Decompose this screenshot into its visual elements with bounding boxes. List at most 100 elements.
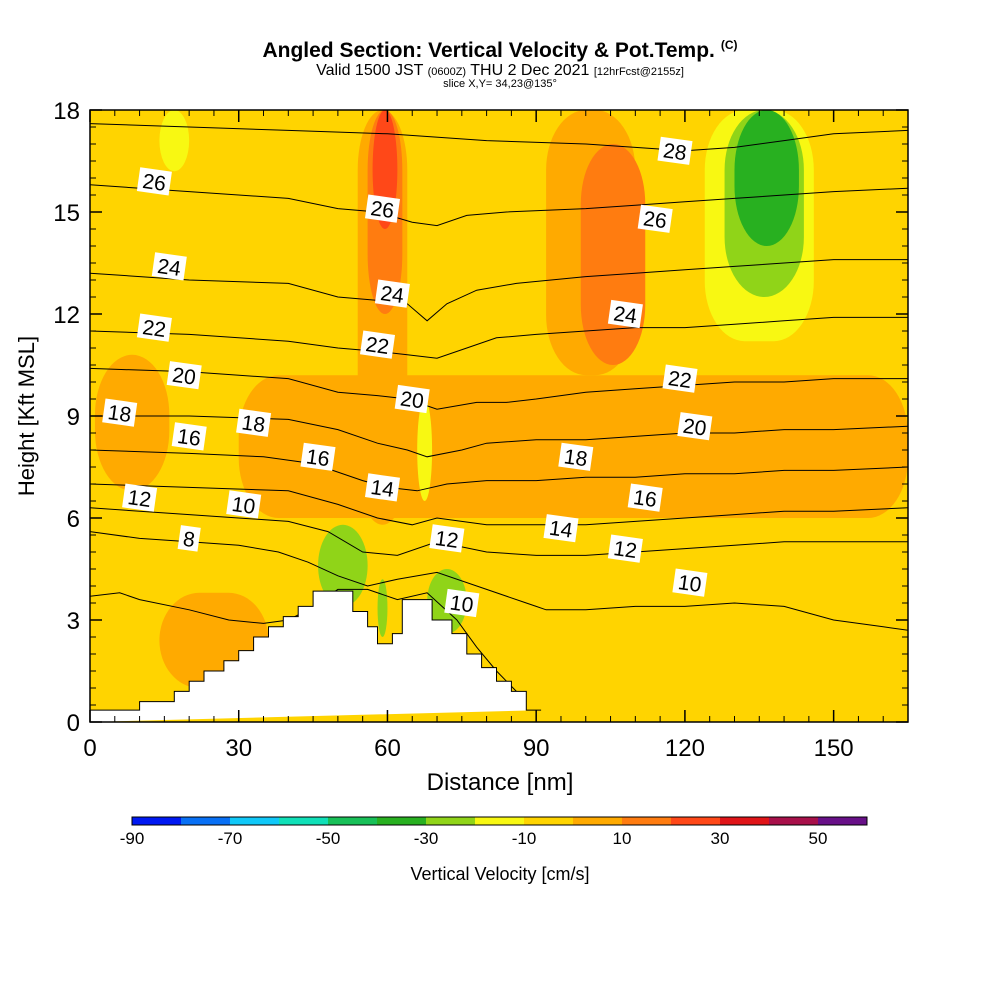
colorbar-tick-label: -50	[316, 829, 341, 848]
contour-label-box	[558, 442, 594, 471]
contour-label-text: 18	[106, 401, 132, 427]
contour-label-text: 16	[176, 425, 202, 451]
isentrope-line	[90, 531, 908, 631]
colorbar-frame	[131, 816, 868, 826]
contour-label: 20	[394, 384, 430, 413]
contour-label-box	[444, 588, 480, 618]
colorbar-swatch	[426, 817, 476, 825]
contour-label-box	[136, 167, 172, 196]
contour-label: 10	[672, 568, 708, 597]
colorbar-tick-label: -10	[512, 829, 537, 848]
chart-title: Angled Section: Vertical Velocity & Pot.…	[0, 38, 1000, 63]
contour-label-text: 22	[667, 367, 693, 393]
contour-label-box	[177, 525, 201, 552]
colorbar-swatch	[671, 817, 721, 825]
contour-label-text: 18	[240, 411, 266, 437]
colorbar-swatch	[377, 817, 427, 825]
contour-label-text: 20	[171, 364, 197, 390]
contour-label: 26	[364, 194, 401, 223]
x-tick-label: 120	[665, 735, 705, 762]
contour-label: 16	[171, 422, 207, 451]
colorbar-tick-label: -30	[414, 829, 439, 848]
contour-label-text: 26	[642, 207, 668, 233]
contour-label-box	[543, 514, 579, 543]
contour-label-text: 18	[562, 445, 588, 471]
contour-label: 14	[543, 514, 579, 543]
contour-label-text: 26	[369, 197, 395, 223]
contour-label: 20	[166, 361, 202, 390]
contour-label-box	[151, 252, 187, 281]
contour-label: 12	[122, 483, 158, 512]
colorbar-tick-label: 50	[809, 829, 828, 848]
contour-label-box	[374, 279, 410, 308]
colorbar-swatch	[769, 817, 819, 825]
y-tick-label: 18	[53, 98, 80, 125]
contour-label: 26	[136, 167, 172, 196]
isentrope-line	[90, 449, 908, 492]
contour-label: 24	[374, 279, 410, 308]
isentrope-line	[90, 507, 908, 556]
contour-label: 28	[657, 136, 693, 165]
contour-label: 24	[151, 252, 187, 281]
colorbar-swatch	[328, 817, 378, 825]
colorbar-swatch	[132, 817, 182, 825]
velocity-region	[159, 110, 190, 172]
forecast-info: [12hrFcst@2155z]	[593, 66, 684, 78]
x-axis-label: Distance [nm]	[427, 769, 574, 796]
y-tick-label: 3	[67, 608, 80, 635]
contour-label-box	[226, 490, 262, 519]
contour-label-text: 14	[548, 517, 575, 543]
contour-label-box	[607, 534, 643, 563]
isentrope-line	[90, 123, 908, 152]
x-tick-label: 60	[374, 735, 401, 762]
chart-title-text: Angled Section: Vertical Velocity & Pot.…	[262, 39, 715, 62]
colorbar-swatch	[524, 817, 574, 825]
contour-label-box	[359, 330, 396, 359]
velocity-fill-layer	[90, 110, 908, 722]
x-tick-label: 30	[225, 735, 252, 762]
valid-date: THU 2 Dec 2021	[470, 62, 590, 79]
y-tick-label: 0	[67, 710, 80, 737]
contour-label-text: 26	[141, 170, 167, 196]
contour-label-box	[171, 422, 207, 451]
isentrope-line	[90, 415, 908, 458]
contour-label-box	[364, 194, 401, 223]
contour-label-box	[627, 483, 663, 512]
colorbar-swatch	[279, 817, 329, 825]
contour-label-box	[672, 568, 708, 597]
velocity-region	[526, 606, 908, 705]
contour-label-text: 16	[305, 445, 331, 471]
isentrope-line	[90, 184, 908, 227]
isentrope-line	[90, 483, 908, 526]
y-tick-label: 6	[67, 506, 80, 533]
colorbar-tick-label: -70	[218, 829, 243, 848]
colorbar-tick-label: 10	[613, 829, 632, 848]
contour-label-box	[662, 364, 698, 393]
velocity-region	[734, 110, 799, 246]
contour-label-box	[136, 313, 172, 342]
colorbar-swatch	[622, 817, 672, 825]
contour-label: 24	[607, 299, 643, 329]
chart-subtitle: Valid 1500 JST (0600Z) THU 2 Dec 2021 [1…	[0, 62, 1000, 80]
colorbar-label: Vertical Velocity [cm/s]	[410, 864, 589, 884]
contour-label-box	[102, 398, 138, 427]
contour-label: 18	[102, 398, 138, 427]
contour-label-box	[364, 473, 401, 502]
contour-label-text: 16	[632, 486, 658, 512]
contour-label-box	[429, 524, 465, 553]
x-tick-label: 150	[814, 735, 854, 762]
velocity-region	[417, 399, 433, 501]
contour-label-text: 24	[379, 282, 406, 308]
contour-label-box	[607, 299, 643, 329]
contour-label: 18	[558, 442, 594, 471]
contour-label: 22	[662, 364, 698, 393]
contour-label-box	[122, 483, 158, 512]
contour-label-text: 28	[662, 139, 688, 165]
y-tick-label: 15	[53, 200, 80, 227]
x-tick-label: 90	[523, 735, 550, 762]
velocity-region	[377, 579, 388, 637]
terrain-mask	[89, 590, 542, 722]
x-tick-label: 0	[83, 735, 96, 762]
